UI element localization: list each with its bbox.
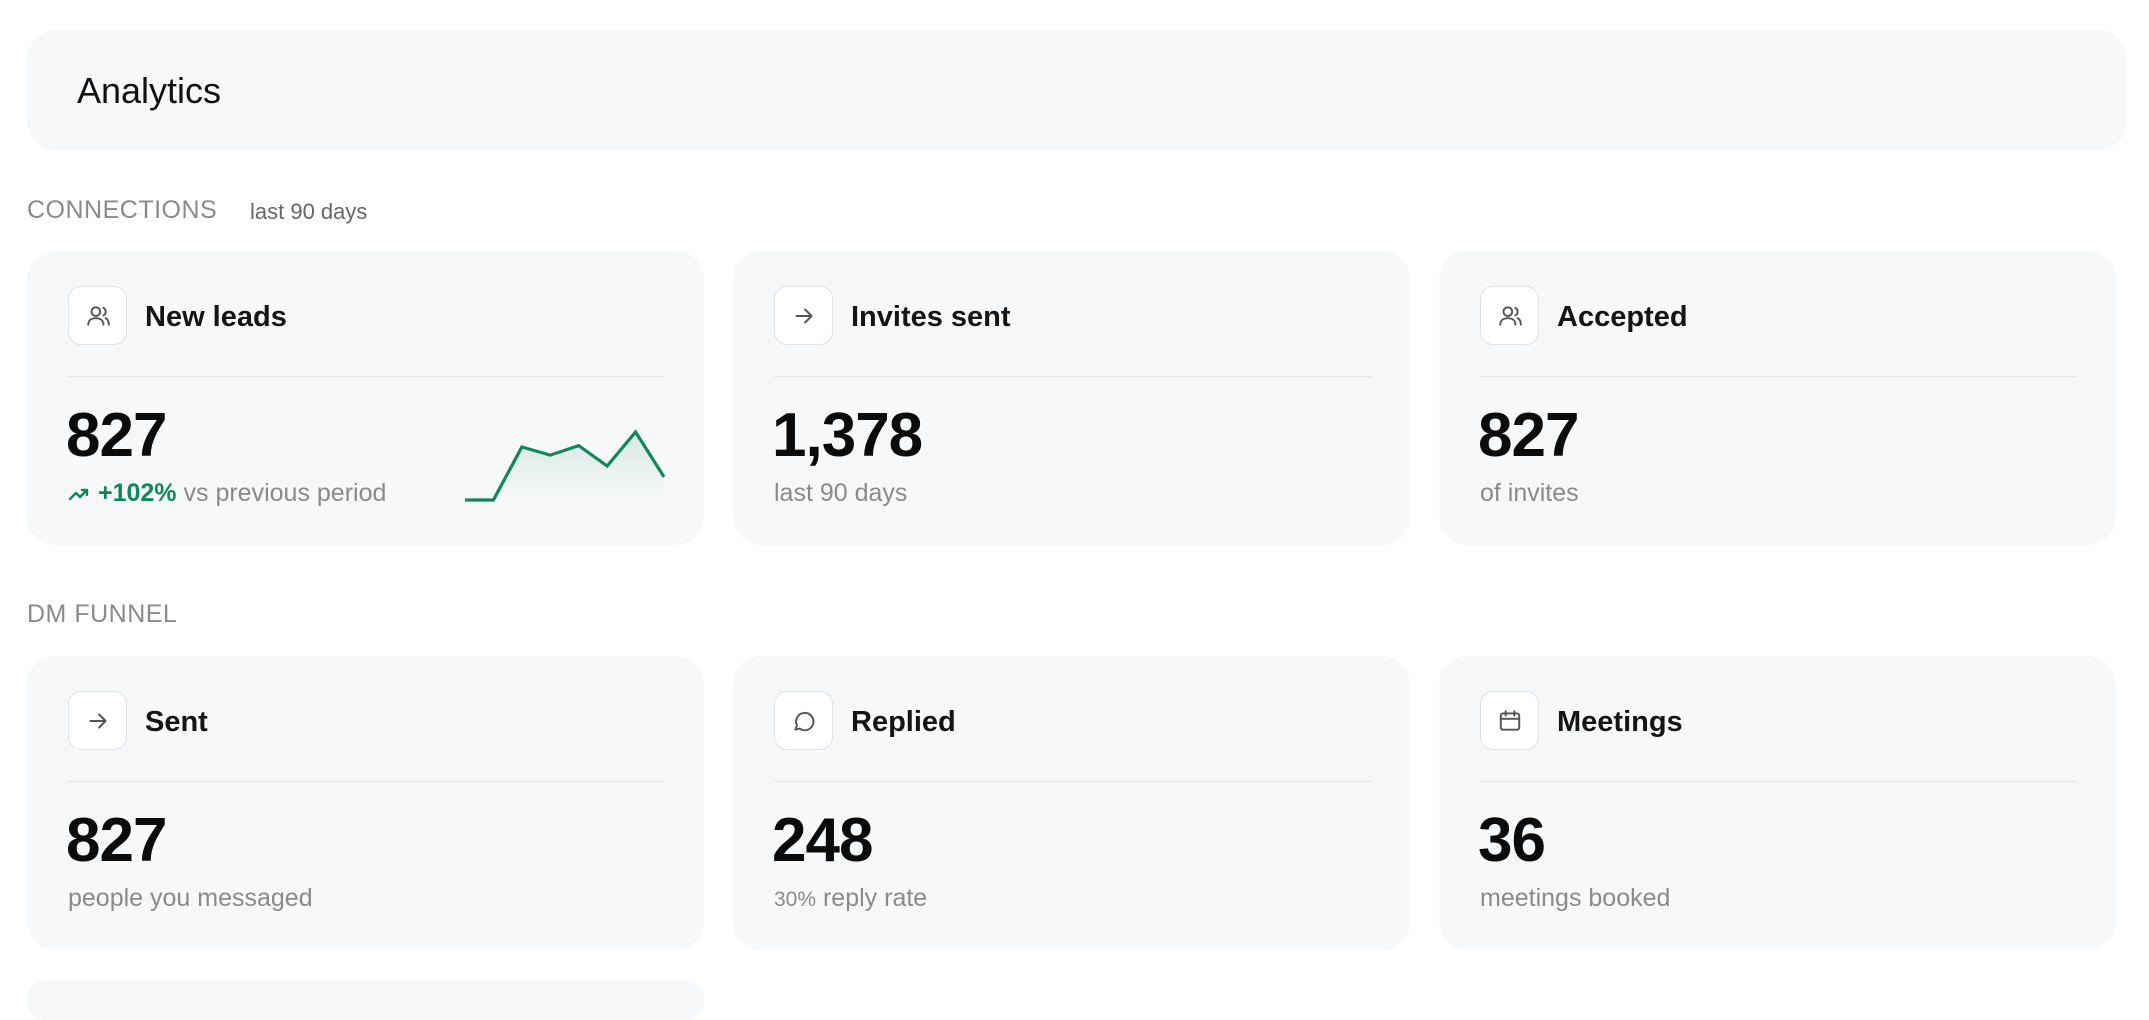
note-text: of invites	[1480, 479, 1579, 507]
card-divider	[68, 376, 665, 377]
icon	[1498, 305, 1522, 326]
note-text: reply rate	[822, 884, 928, 912]
stat-card: Meetings 36 meetings booked	[1439, 656, 2116, 950]
header-bar: Analytics	[27, 30, 2127, 151]
card-value: 248	[772, 806, 873, 875]
icon	[86, 305, 110, 326]
card-note: meetings booked	[1480, 883, 1670, 913]
sparkline	[465, 429, 666, 502]
card-note: 30% reply rate	[774, 883, 927, 915]
note-text: meetings booked	[1480, 884, 1671, 912]
card-value: 827	[1478, 401, 1579, 470]
card-note: +102% vs previous period	[68, 478, 386, 508]
section-title: CONNECTIONS	[27, 196, 218, 224]
sparkline-line	[465, 429, 666, 502]
card-title: Replied	[851, 706, 956, 738]
card-title: Accepted	[1557, 301, 1688, 333]
page: {"header": {"title": "Analytics"}, "sect…	[27, 30, 2127, 950]
card-icon	[774, 286, 833, 345]
section-title: DM FUNNEL	[27, 600, 178, 628]
card-icon	[1480, 691, 1539, 750]
card-icon	[68, 286, 127, 345]
card-partial	[27, 980, 704, 1020]
stat-card: Accepted 827 of invites	[1439, 251, 2116, 545]
icon	[1499, 709, 1520, 731]
card-divider	[774, 781, 1371, 782]
card-icon	[68, 691, 127, 750]
card-value: 827	[66, 401, 167, 470]
card-icon	[774, 691, 833, 750]
card-divider	[1480, 781, 2077, 782]
card-note: last 90 days	[774, 478, 907, 508]
card-note: of invites	[1480, 478, 1579, 508]
card-note: people you messaged	[68, 883, 313, 913]
card-title: Sent	[145, 706, 208, 738]
card-icon	[1480, 286, 1539, 345]
page-title: Analytics	[77, 70, 222, 111]
reply-rate: 30%	[774, 888, 817, 911]
icon	[794, 308, 813, 323]
trend-icon	[68, 479, 98, 507]
card-value: 36	[1478, 806, 1546, 875]
icon	[793, 711, 814, 731]
card-title: New leads	[145, 301, 287, 333]
card-title: Meetings	[1557, 706, 1683, 738]
card-divider	[774, 376, 1371, 377]
trend-value: +102%	[98, 479, 177, 507]
stat-card: New leads 827 +102% vs previous period	[27, 251, 704, 545]
section-subtitle: last 90 days	[250, 199, 368, 224]
card-value: 827	[66, 806, 167, 875]
stat-card: Replied 248 30% reply rate	[733, 656, 1410, 950]
icon	[88, 713, 107, 728]
note-text: people you messaged	[68, 884, 313, 912]
note-text: vs previous period	[183, 479, 387, 507]
sparkline-area	[465, 432, 664, 500]
note-text: last 90 days	[774, 479, 908, 507]
stat-card: Sent 827 people you messaged	[27, 656, 704, 950]
card-value: 1,378	[772, 401, 923, 470]
card-title: Invites sent	[851, 301, 1011, 333]
card-divider	[1480, 376, 2077, 377]
card-divider	[68, 781, 665, 782]
stat-card: Invites sent 1,378 last 90 days	[733, 251, 1410, 545]
